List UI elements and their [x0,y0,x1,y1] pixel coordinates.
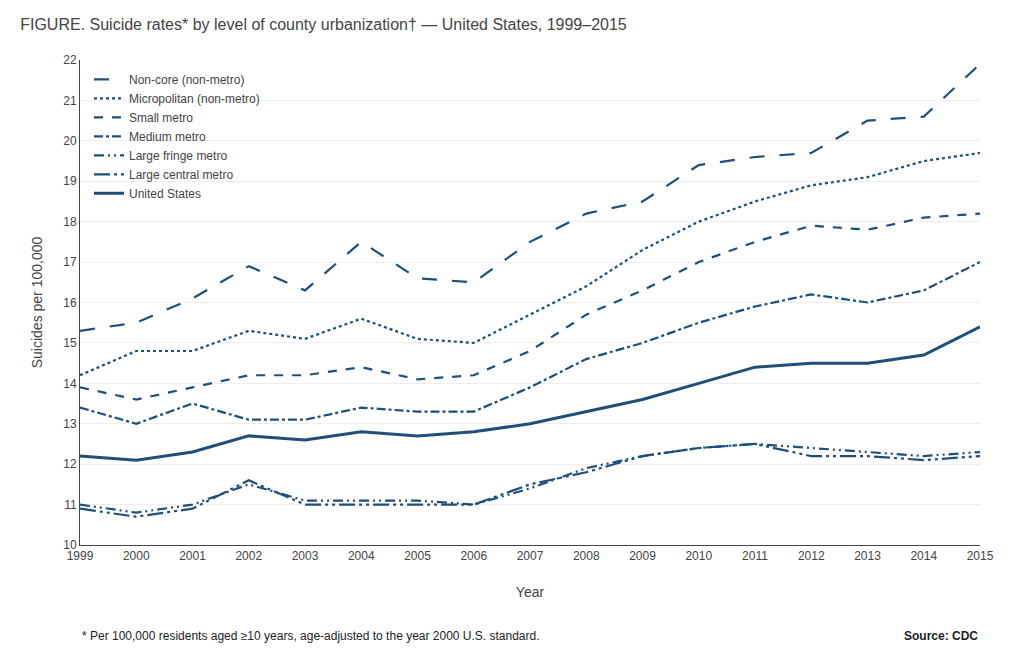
svg-text:2009: 2009 [629,549,656,563]
svg-text:Micropolitan (non-metro): Micropolitan (non-metro) [129,92,260,106]
svg-text:2012: 2012 [798,549,825,563]
svg-text:1999: 1999 [67,549,94,563]
svg-text:2006: 2006 [460,549,487,563]
svg-text:17: 17 [63,255,77,269]
svg-text:21: 21 [63,94,77,108]
svg-text:* Per 100,000 residents aged ≥: * Per 100,000 residents aged ≥10 years, … [82,629,540,643]
svg-text:2003: 2003 [292,549,319,563]
svg-text:Suicides per 100,000: Suicides per 100,000 [29,237,45,369]
svg-text:2001: 2001 [179,549,206,563]
svg-text:Year: Year [516,584,545,600]
svg-text:2002: 2002 [235,549,262,563]
svg-text:22: 22 [63,53,77,67]
svg-text:11: 11 [64,498,77,512]
svg-text:2007: 2007 [517,549,544,563]
svg-text:19: 19 [63,174,77,188]
svg-text:United States: United States [129,187,201,201]
svg-text:2010: 2010 [685,549,712,563]
svg-text:2013: 2013 [854,549,881,563]
svg-text:2000: 2000 [123,549,150,563]
svg-text:16: 16 [63,296,77,310]
svg-text:FIGURE. Suicide rates* by leve: FIGURE. Suicide rates* by level of count… [20,16,627,33]
svg-text:2005: 2005 [404,549,431,563]
svg-text:Small metro: Small metro [129,111,193,125]
svg-text:10: 10 [63,538,77,552]
svg-text:Source: CDC: Source: CDC [904,629,978,643]
svg-text:13: 13 [63,417,77,431]
svg-text:14: 14 [63,377,77,391]
svg-text:15: 15 [63,336,77,350]
svg-text:Non-core (non-metro): Non-core (non-metro) [129,73,244,87]
svg-text:12: 12 [63,457,77,471]
svg-text:Large fringe metro: Large fringe metro [129,149,227,163]
svg-text:18: 18 [63,215,77,229]
svg-text:20: 20 [63,134,77,148]
svg-text:Medium metro: Medium metro [129,130,206,144]
svg-text:2011: 2011 [742,549,768,563]
svg-text:2014: 2014 [910,549,937,563]
svg-text:2015: 2015 [967,549,994,563]
svg-text:2008: 2008 [573,549,600,563]
svg-text:Large central metro: Large central metro [129,168,233,182]
svg-text:2004: 2004 [348,549,375,563]
